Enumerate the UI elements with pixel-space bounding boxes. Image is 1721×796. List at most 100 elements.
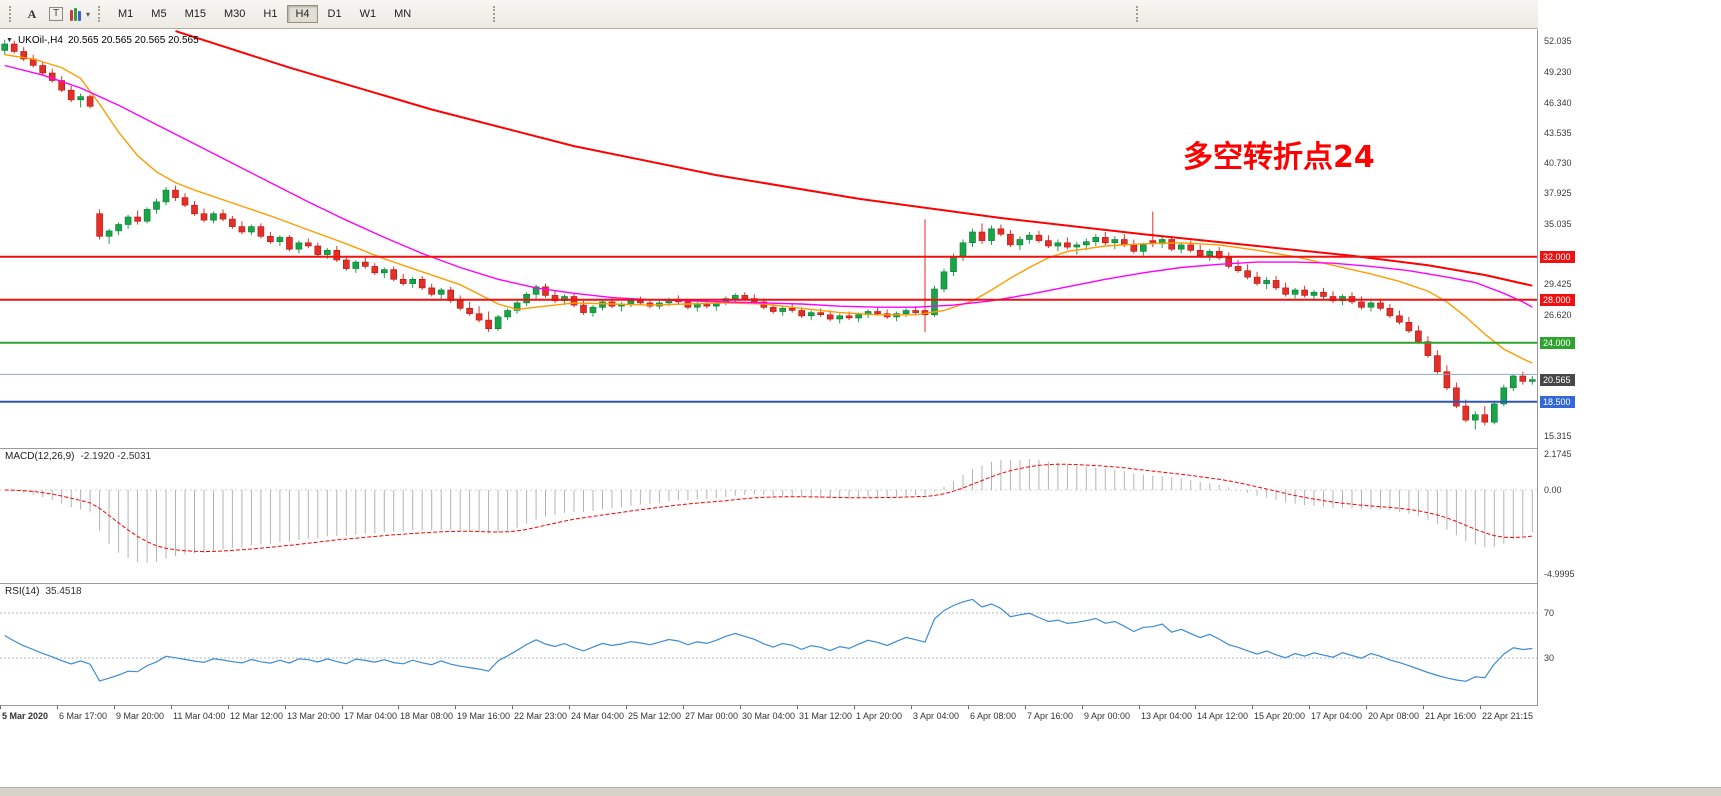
time-label: 22 Mar 23:00 <box>514 711 568 721</box>
price-tick: 46.340 <box>1544 98 1572 108</box>
timeframe-toolbar: M1 M5 M15 M30 H1 H4 D1 W1 MN <box>109 5 420 23</box>
time-label: 22 Apr 21:15 <box>1482 711 1534 721</box>
macd-axis-min: -4.9995 <box>1544 569 1575 579</box>
time-label: 17 Mar 04:00 <box>344 711 398 721</box>
time-tick <box>114 706 115 709</box>
macd-axis-zero: 0.00 <box>1544 485 1562 495</box>
price-axis-border <box>1537 30 1538 722</box>
time-label: 25 Mar 12:00 <box>628 711 682 721</box>
timeframe-button-mn[interactable]: MN <box>394 8 412 20</box>
ohlc-values: 20.565 20.565 20.565 20.565 <box>67 35 199 46</box>
time-tick <box>683 706 684 709</box>
time-tick <box>398 706 399 709</box>
toolbar-drag-handle-icon[interactable] <box>493 6 498 22</box>
price-badge-support-18-5: 18.500 <box>1540 396 1575 408</box>
timeframe-button-m15[interactable]: M15 <box>184 8 206 20</box>
time-tick <box>1309 706 1310 709</box>
time-tick <box>911 706 912 709</box>
time-tick <box>1423 706 1424 709</box>
collapse-triangle-icon[interactable]: ▼ <box>6 37 13 44</box>
time-label: 1 Apr 20:00 <box>856 711 903 721</box>
time-tick <box>171 706 172 709</box>
toolbar-drag-handle-icon[interactable] <box>98 6 103 22</box>
colors-dropdown-button[interactable]: ▾ <box>69 3 91 25</box>
time-tick <box>512 706 513 709</box>
macd-label: MACD(12,26,9) <box>5 451 75 462</box>
time-axis[interactable]: 5 Mar 2020 6 Mar 17:00 9 Mar 20:00 11 Mar 0… <box>0 706 1721 724</box>
time-label: 19 Mar 16:00 <box>457 711 511 721</box>
time-label: 17 Apr 04:00 <box>1311 711 1363 721</box>
time-tick <box>57 706 58 709</box>
price-tick: 29.425 <box>1544 279 1572 289</box>
time-label: 31 Mar 12:00 <box>799 711 853 721</box>
ma-slow-red[interactable] <box>175 30 1533 287</box>
ma-fast-orange[interactable] <box>4 54 1533 364</box>
time-tick <box>740 706 741 709</box>
panel-separator[interactable] <box>0 448 1721 449</box>
time-tick <box>0 706 1 709</box>
price-tick: 15.315 <box>1544 431 1572 441</box>
panel-separator[interactable] <box>0 583 1721 584</box>
macd-signal-line <box>4 463 1533 553</box>
timeframe-button-d1[interactable]: D1 <box>327 8 342 20</box>
rsi-panel[interactable] <box>0 584 1537 705</box>
rsi-axis[interactable]: 70 30 <box>1538 584 1721 705</box>
price-badge-support-24: 24.000 <box>1540 337 1575 349</box>
time-axis-line <box>0 705 1721 706</box>
time-label: 24 Mar 04:00 <box>571 711 625 721</box>
timeframe-button-m1[interactable]: M1 <box>118 8 134 20</box>
timeframe-button-m30[interactable]: M30 <box>223 8 246 20</box>
text-tool-button[interactable]: T <box>45 3 67 25</box>
time-label: 14 Apr 12:00 <box>1197 711 1249 721</box>
chart-annotation-text[interactable]: 多空转折点24 <box>1183 140 1375 175</box>
text-tool-icon: T <box>48 7 64 21</box>
toolbar-drag-handle-icon[interactable] <box>9 6 14 22</box>
time-tick <box>228 706 229 709</box>
ma-medium-magenta[interactable] <box>4 64 1533 308</box>
symbol-timeframe-label: UKOil-,H4 <box>17 35 63 46</box>
toolbar: A T ▾ M1 M5 M15 M30 H1 H4 D1 W1 MN <box>0 0 1721 29</box>
macd-panel[interactable] <box>0 449 1537 583</box>
time-label: 9 Mar 20:00 <box>116 711 165 721</box>
time-label: 5 Mar 2020 <box>2 711 49 721</box>
timeframe-button-h4[interactable]: H4 <box>287 5 318 23</box>
macd-axis[interactable]: 2.1745 0.00 -4.9995 <box>1538 449 1721 583</box>
time-label: 21 Apr 16:00 <box>1425 711 1477 721</box>
time-label: 13 Apr 04:00 <box>1141 711 1193 721</box>
rsi-label: RSI(14) <box>5 586 40 597</box>
time-label: 15 Apr 20:00 <box>1254 711 1306 721</box>
time-tick <box>1480 706 1481 709</box>
time-label: 7 Apr 16:00 <box>1027 711 1074 721</box>
price-tick: 49.230 <box>1544 67 1572 77</box>
price-chart[interactable] <box>0 30 1537 448</box>
time-label: 6 Mar 17:00 <box>59 711 108 721</box>
timeframe-button-h1[interactable]: H1 <box>263 8 278 20</box>
time-tick <box>285 706 286 709</box>
time-tick <box>455 706 456 709</box>
time-label: 11 Mar 04:00 <box>173 711 226 721</box>
price-badge-resistance-32: 32.000 <box>1540 251 1575 263</box>
price-tick: 52.035 <box>1544 36 1572 46</box>
time-tick <box>342 706 343 709</box>
price-tick: 37.925 <box>1544 188 1572 198</box>
current-price-badge: 20.565 <box>1540 374 1575 386</box>
chart-title-row: ▼ UKOil-,H4 20.565 20.565 20.565 20.565 <box>6 35 199 46</box>
time-label: 30 Mar 04:00 <box>742 711 796 721</box>
time-tick <box>569 706 570 709</box>
rsi-value: 35.4518 <box>45 586 82 597</box>
toolbar-drag-handle-icon[interactable] <box>1136 6 1141 22</box>
price-axis[interactable]: 52.035 49.230 46.340 43.535 40.730 37.925 35.0… <box>1538 0 1721 722</box>
rsi-level-30: 30 <box>1544 653 1555 663</box>
time-tick <box>797 706 798 709</box>
price-tick: 40.730 <box>1544 158 1572 168</box>
timeframe-button-m5[interactable]: M5 <box>151 8 167 20</box>
time-tick <box>854 706 855 709</box>
macd-axis-max: 2.1745 <box>1544 449 1572 459</box>
time-label: 27 Mar 00:00 <box>685 711 739 721</box>
time-tick <box>1082 706 1083 709</box>
cursor-tool-button[interactable]: A <box>27 6 37 21</box>
rsi-line <box>4 598 1533 682</box>
chevron-down-icon: ▾ <box>86 9 91 19</box>
timeframe-button-w1[interactable]: W1 <box>359 8 377 20</box>
